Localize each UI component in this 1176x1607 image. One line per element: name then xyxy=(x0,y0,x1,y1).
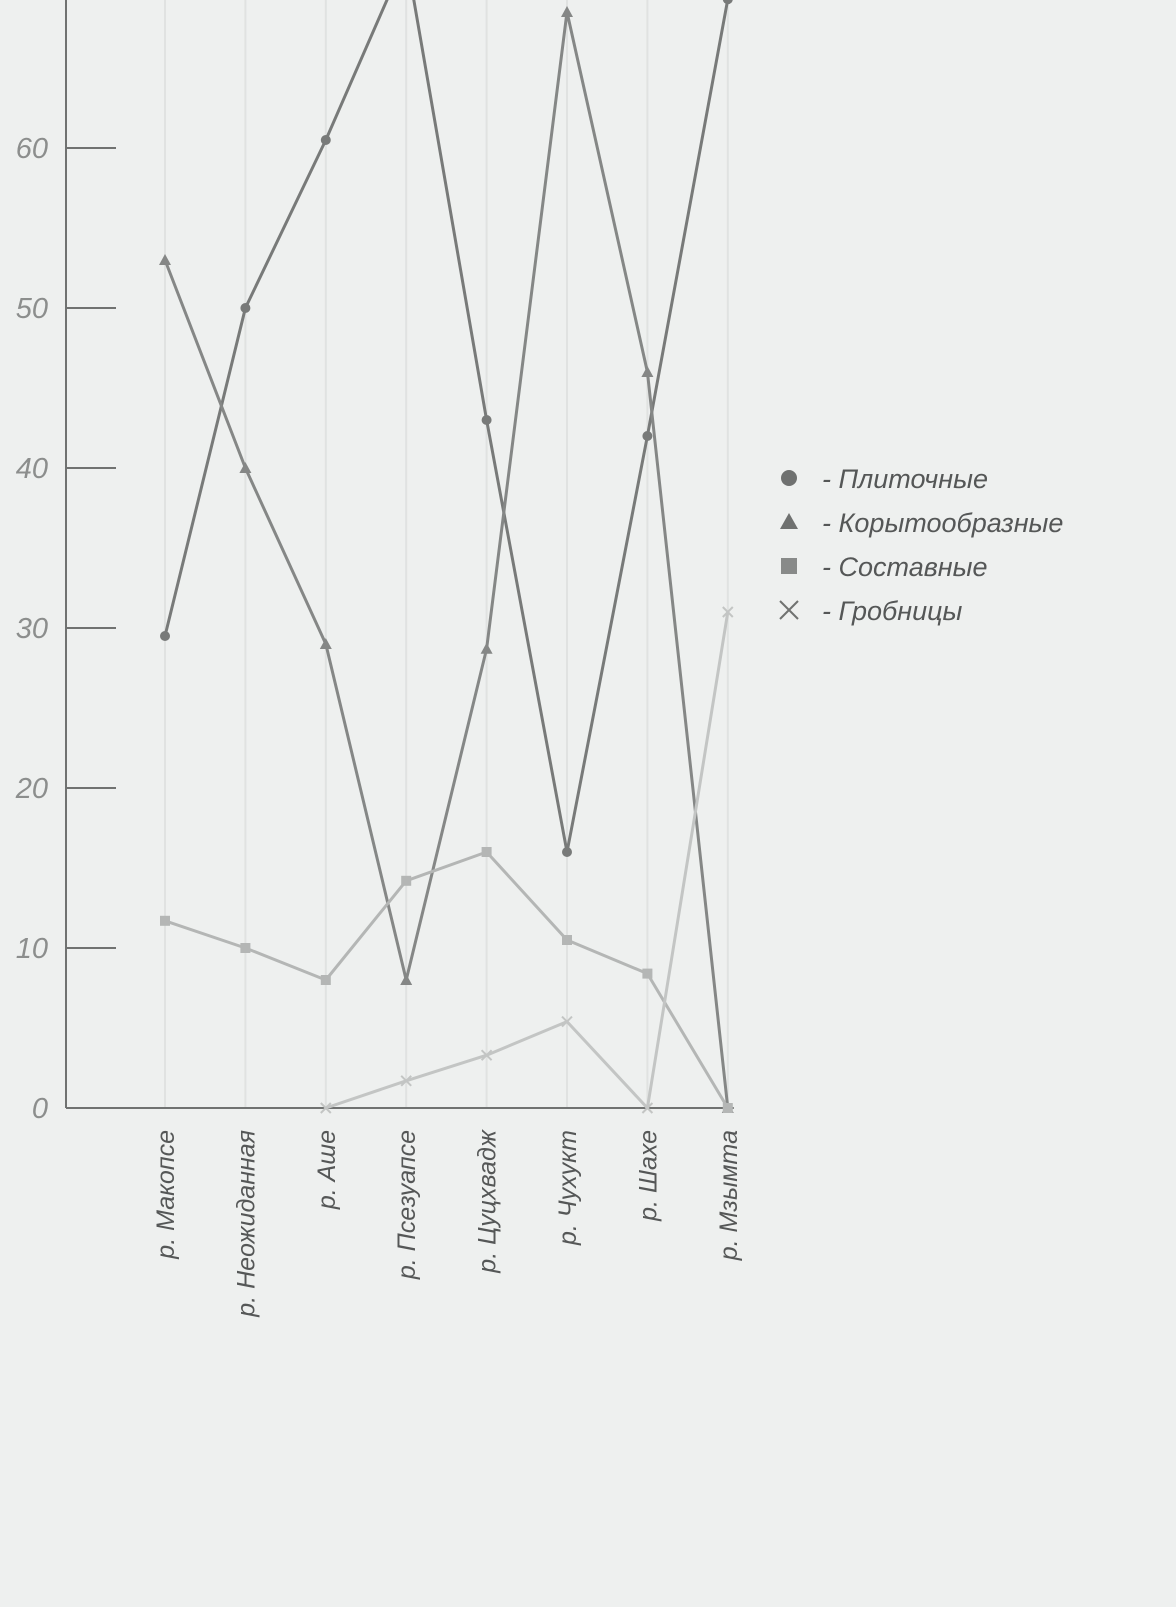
data-point xyxy=(562,935,572,945)
data-point xyxy=(481,847,492,857)
data-point xyxy=(642,968,653,979)
x-category-label: р. Мзымта xyxy=(715,1130,743,1261)
x-category-label: р. Неожиданная xyxy=(232,1130,260,1318)
data-point xyxy=(319,638,332,649)
data-point xyxy=(642,431,653,441)
data-point xyxy=(401,875,412,886)
y-tick-label: 0 xyxy=(32,1093,48,1125)
data-point xyxy=(160,915,170,926)
data-point-stroke xyxy=(722,606,734,618)
legend-marker-triangle xyxy=(780,513,798,529)
x-category-label: р. Псезуапсе xyxy=(393,1130,421,1280)
data-point xyxy=(561,1015,573,1028)
data-point xyxy=(159,254,171,265)
y-tick-label: 70 xyxy=(16,0,48,5)
axes-layer xyxy=(65,0,734,1109)
series-line xyxy=(163,0,730,854)
data-point xyxy=(320,1102,332,1114)
data-point xyxy=(400,974,413,985)
legend-marker xyxy=(781,470,797,486)
data-point xyxy=(400,1075,412,1087)
data-point xyxy=(562,847,572,857)
series-line xyxy=(164,850,730,1109)
data-point xyxy=(481,415,492,425)
data-point xyxy=(320,975,331,985)
legend-marker-cross-stroke xyxy=(779,600,799,620)
legend-marker-square xyxy=(781,558,797,574)
legend-layer: - Плиточные - Корытообразные - Составные - … xyxy=(779,464,1063,626)
series-layer xyxy=(159,0,734,1114)
data-point-stroke xyxy=(641,1102,654,1114)
x-category-label: р. Цуцхвадж xyxy=(474,1128,502,1273)
series-line xyxy=(163,10,730,1109)
series-group xyxy=(160,847,733,1113)
data-point-stroke xyxy=(480,1049,493,1061)
y-tick-label: 10 xyxy=(16,933,48,965)
y-tick-label: 40 xyxy=(16,453,48,485)
legend-label: - Составные xyxy=(822,552,988,582)
data-point xyxy=(320,135,331,145)
data-point-stroke xyxy=(561,1015,573,1028)
y-tick-label: 30 xyxy=(16,613,48,645)
legend-marker xyxy=(781,558,797,574)
data-point xyxy=(641,1102,654,1114)
x-category-label: р. Макопсе xyxy=(152,1130,180,1260)
y-tick-label: 50 xyxy=(16,293,48,325)
y-tick-label: 20 xyxy=(15,773,48,805)
legend-marker xyxy=(780,513,798,529)
data-point xyxy=(722,1103,733,1113)
data-point xyxy=(240,303,251,313)
data-point xyxy=(722,0,733,5)
legend-marker xyxy=(779,600,799,620)
data-point xyxy=(722,606,734,618)
data-point xyxy=(561,6,573,17)
data-point-stroke xyxy=(400,1075,412,1087)
data-point-stroke xyxy=(320,1102,332,1114)
data-point xyxy=(160,631,170,641)
series-line xyxy=(325,611,730,1110)
y-tick-label: 60 xyxy=(16,133,48,165)
x-category-label: р. Чухукт xyxy=(554,1130,582,1246)
series-group xyxy=(160,0,733,857)
data-point xyxy=(641,366,654,377)
legend-label: - Гробницы xyxy=(822,596,963,626)
data-point xyxy=(239,462,252,473)
series-group xyxy=(320,606,734,1114)
data-point xyxy=(480,642,493,654)
x-category-label: р. Аше xyxy=(313,1130,341,1210)
data-point xyxy=(240,943,251,953)
data-point xyxy=(480,1049,493,1061)
x-category-label: р. Шахе xyxy=(634,1130,662,1222)
legend-label: - Корытообразные xyxy=(822,508,1063,538)
grid-layer xyxy=(164,0,729,1108)
legend-marker-circle xyxy=(781,470,797,486)
legend-label: - Плиточные xyxy=(822,464,988,494)
